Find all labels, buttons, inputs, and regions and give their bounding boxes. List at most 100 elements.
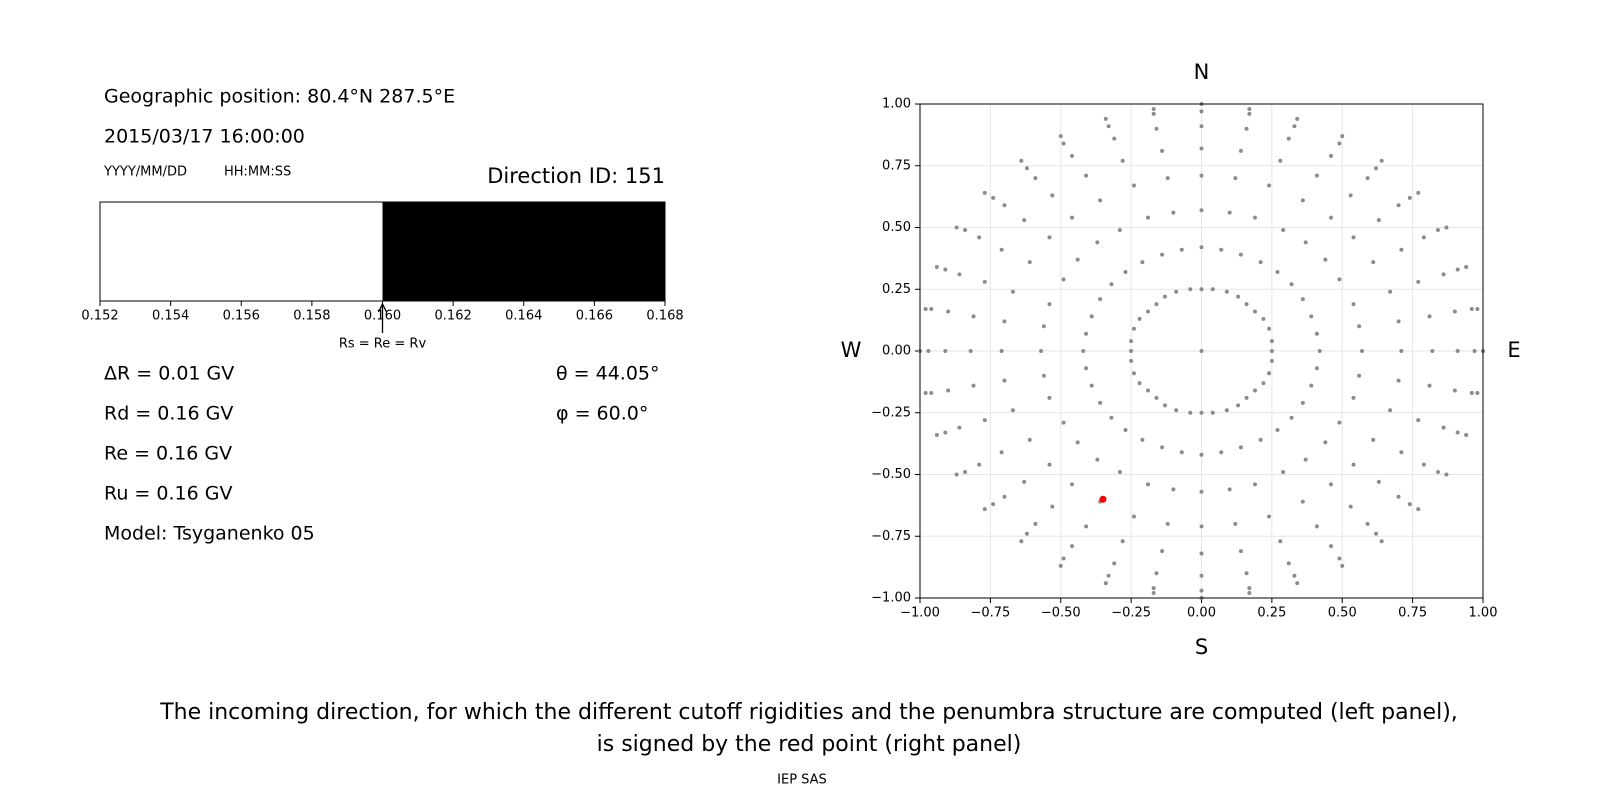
scatter-point [1154, 302, 1159, 307]
scatter-point [1199, 573, 1204, 578]
scatter-point [1275, 428, 1280, 433]
scatter-point [1129, 358, 1134, 363]
scatter-point [1238, 549, 1243, 554]
scatter-point [1188, 287, 1193, 292]
scatter-point [1199, 349, 1204, 353]
angle: θ = 44.05° [556, 363, 660, 385]
scatter-point [1146, 215, 1151, 220]
scatter-point [1131, 326, 1136, 331]
time-format: HH:MM:SS [224, 165, 291, 180]
x-tick-label: −0.75 [970, 606, 1010, 621]
scatter-point [1199, 109, 1204, 114]
penumbra-segment [382, 202, 665, 301]
scatter-point [1154, 395, 1159, 400]
scatter-point [1160, 445, 1165, 450]
y-tick-label: 0.00 [882, 344, 911, 359]
scatter-point [1103, 116, 1108, 121]
scatter-point [1010, 408, 1015, 413]
scatter-point [1084, 173, 1089, 178]
scatter-point [1160, 549, 1165, 554]
scatter-point [1267, 514, 1272, 519]
scatter-point [1472, 349, 1477, 353]
scatter-point [1407, 502, 1412, 507]
scatter-point [1244, 302, 1249, 307]
penumbra-segment [100, 202, 383, 301]
parameter: Rd = 0.16 GV [104, 403, 233, 425]
scatter-point [1374, 531, 1379, 536]
scatter-point [1199, 410, 1204, 415]
scatter-point [1162, 294, 1167, 299]
scatter-point [1095, 457, 1100, 462]
scatter-point [1199, 588, 1204, 593]
scatter-point [977, 235, 982, 240]
datetime: 2015/03/17 16:00:00 [104, 126, 305, 148]
scatter-point [943, 430, 948, 435]
scatter-point [1416, 279, 1421, 284]
scatter-point [1261, 381, 1266, 386]
scatter-point [1131, 371, 1136, 376]
x-tick-label: 0.152 [81, 309, 118, 324]
scatter-point [1295, 581, 1300, 586]
scatter-point [1314, 173, 1319, 178]
x-tick-label: 0.00 [1187, 606, 1216, 621]
scatter-point [1328, 215, 1333, 220]
scatter-point [1292, 124, 1297, 129]
x-tick-label: 0.162 [435, 309, 472, 324]
scatter-point [1374, 166, 1379, 171]
scatter-point [1455, 349, 1460, 353]
scatter-point [1070, 544, 1075, 549]
scatter-point [1162, 403, 1167, 408]
scatter-point [1070, 153, 1075, 158]
scatter-point [1444, 225, 1449, 230]
scatter-point [1244, 126, 1249, 131]
scatter-point [1337, 277, 1342, 282]
scatter-point [954, 225, 959, 230]
scatter-point [1475, 307, 1480, 312]
x-tick-label: 0.154 [152, 309, 189, 324]
x-tick-label: −0.50 [1041, 606, 1081, 621]
scatter-point [1098, 297, 1103, 302]
scatter-point [1151, 586, 1156, 591]
scatter-point [1300, 499, 1305, 504]
scatter-point [957, 272, 962, 277]
scatter-point [929, 390, 934, 395]
scatter-point [1340, 134, 1345, 139]
scatter-point [1188, 410, 1193, 415]
scatter-point [1002, 378, 1007, 383]
scatter-point [1252, 482, 1257, 487]
scatter-point [1475, 390, 1480, 395]
scatter-point [1039, 349, 1044, 353]
scatter-point [963, 470, 968, 475]
scatter-point [1365, 521, 1370, 526]
scatter-point [1199, 146, 1204, 151]
scatter-point [1123, 269, 1128, 274]
scatter-point [1292, 573, 1297, 578]
scatter-point [1095, 240, 1100, 245]
scatter-point [1199, 245, 1204, 250]
scatter-point [1444, 472, 1449, 477]
scatter-point [1233, 521, 1238, 526]
scatter-point [1337, 141, 1342, 146]
scatter-point [1084, 366, 1089, 371]
scatter-point [1131, 183, 1136, 188]
scatter-point [1464, 432, 1469, 437]
scatter-point [1365, 176, 1370, 181]
scatter-point [1219, 247, 1224, 252]
scatter-point [1289, 282, 1294, 287]
scatter-point [1258, 260, 1263, 265]
scatter-point [1455, 430, 1460, 435]
parameter: Model: Tsyganenko 05 [104, 523, 315, 545]
scatter-point [1050, 193, 1055, 198]
scatter-point [982, 190, 987, 195]
scatter-point [1112, 136, 1117, 141]
scatter-point [1452, 388, 1457, 393]
scatter-point [1154, 126, 1159, 131]
x-tick-label: 0.166 [576, 309, 613, 324]
scatter-point [1281, 227, 1286, 232]
scatter-point [1314, 366, 1319, 371]
scatter-point [1179, 247, 1184, 252]
scatter-point [1244, 571, 1249, 576]
scatter-point [1357, 324, 1362, 329]
scatter-point [1317, 349, 1322, 353]
scatter-point [1117, 227, 1122, 232]
